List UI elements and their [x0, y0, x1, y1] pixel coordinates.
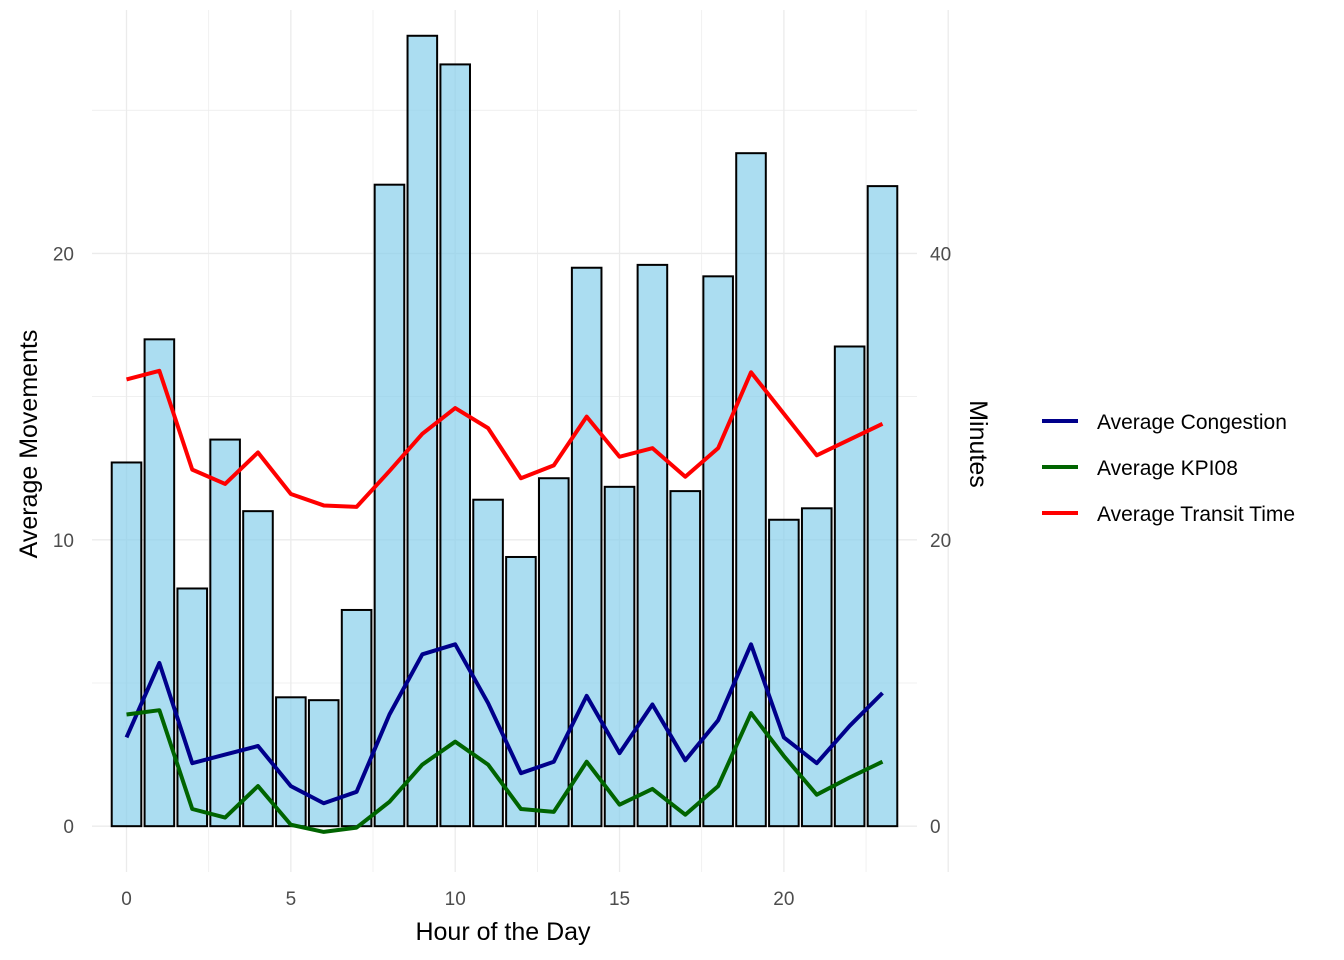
y-tick-label: 0 — [63, 817, 74, 838]
bar — [570, 266, 603, 828]
bar — [702, 275, 734, 828]
bar — [669, 490, 702, 828]
legend-label: Average Congestion — [1097, 411, 1287, 434]
bar — [209, 438, 241, 828]
bar — [866, 185, 899, 828]
y2-tick-label: 40 — [930, 244, 951, 265]
bar — [833, 345, 866, 828]
legend-label: Average Transit Time — [1097, 503, 1295, 526]
bar — [800, 507, 833, 828]
x-tick-label: 20 — [773, 889, 794, 910]
bar — [538, 477, 570, 828]
series-line — [124, 642, 884, 806]
bar — [307, 699, 340, 828]
bar — [275, 696, 307, 828]
bar — [505, 555, 537, 828]
y-tick-label: 10 — [53, 531, 74, 552]
legend-item: Average Transit Time — [1042, 503, 1295, 526]
x-tick-label: 15 — [609, 889, 630, 910]
bars — [110, 34, 899, 828]
bar — [242, 510, 274, 828]
series-line — [126, 368, 884, 509]
legend-item: Average Congestion — [1042, 411, 1287, 434]
y2-axis-ticks: 0 20 40 — [930, 244, 951, 838]
x-tick-label: 5 — [286, 889, 297, 910]
x-axis-title: Hour of the Day — [415, 918, 591, 946]
x-tick-label: 10 — [445, 889, 466, 910]
y-axis-title: Average Movements — [15, 330, 43, 559]
bar — [406, 34, 439, 828]
series-line — [126, 708, 884, 834]
y2-tick-label: 20 — [930, 531, 951, 552]
y-tick-label: 20 — [53, 244, 74, 265]
lines — [124, 368, 884, 834]
y-axis-ticks: 0 10 20 — [53, 244, 74, 838]
bar — [143, 338, 176, 828]
bar — [472, 498, 504, 828]
bar — [176, 587, 209, 828]
bar — [603, 485, 636, 828]
legend: Average Congestion Average KPI08 Average T… — [1042, 411, 1295, 526]
bar — [439, 63, 471, 828]
legend-item: Average KPI08 — [1042, 457, 1238, 480]
x-axis-ticks: 0 5 10 15 20 — [121, 889, 794, 910]
bar — [373, 183, 406, 828]
bar — [636, 263, 669, 828]
bar — [110, 461, 143, 828]
bar — [768, 518, 800, 828]
x-tick-label: 0 — [121, 889, 132, 910]
y2-tick-label: 0 — [930, 817, 941, 838]
legend-label: Average KPI08 — [1097, 457, 1238, 480]
y2-axis-title: Minutes — [964, 400, 992, 488]
